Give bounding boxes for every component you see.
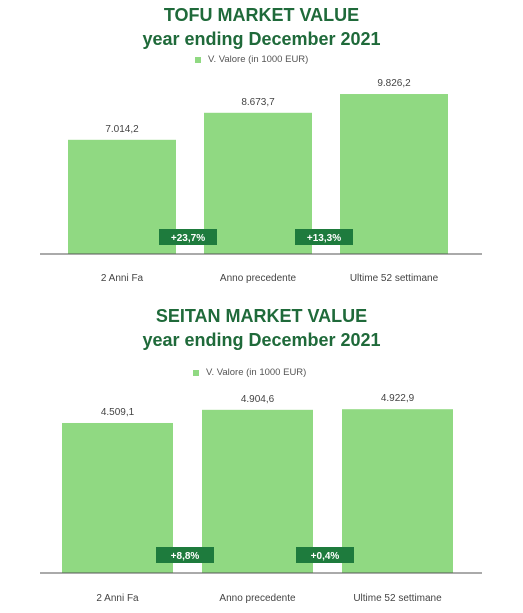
chart-title-seitan: SEITAN MARKET VALUE — [155, 306, 368, 326]
change-badge-label-1: +23,7% — [171, 233, 205, 244]
value-label-1: 4.509,1 — [101, 407, 135, 418]
category-label-3: Ultime 52 settimane — [350, 273, 439, 284]
bar-2 — [204, 112, 312, 254]
bar-1 — [68, 139, 176, 254]
category-label-1: 2 Anni Fa — [96, 593, 139, 604]
chart-subtitle-seitan: year ending December 2021 — [142, 330, 381, 350]
seitan-bar-chart: 4.509,1 2 Anni Fa 4.904,6 Anno precedente 4.… — [40, 393, 482, 604]
bar-1 — [62, 422, 173, 573]
value-label-3: 9.826,2 — [377, 78, 411, 89]
category-label-3: Ultime 52 settimane — [353, 593, 442, 604]
change-badge-1 — [159, 229, 217, 245]
legend-seitan: V. Valore (in 1000 EUR) — [193, 367, 306, 378]
category-label-1: 2 Anni Fa — [101, 273, 144, 284]
value-label-3: 4.922,9 — [381, 393, 415, 404]
chart-title-tofu: TOFU MARKET VALUE — [163, 5, 360, 25]
legend-swatch — [193, 369, 199, 376]
value-label-1: 7.014,2 — [105, 124, 139, 135]
bar-3 — [340, 94, 448, 254]
category-label-2: Anno precedente — [219, 593, 296, 604]
tofu-bar-chart: 7.014,2 2 Anni Fa 8.673,7 Anno precedente 9.… — [40, 78, 482, 284]
category-label-2: Anno precedente — [220, 273, 297, 284]
change-badge-1 — [156, 547, 214, 563]
change-badge-2 — [295, 229, 353, 245]
bar-3 — [342, 409, 453, 573]
chart-subtitle-tofu: year ending December 2021 — [142, 29, 381, 49]
change-badge-label-2: +0,4% — [311, 551, 340, 562]
value-label-2: 8.673,7 — [241, 97, 275, 108]
legend-label: V. Valore (in 1000 EUR) — [208, 54, 309, 65]
change-badge-2 — [296, 547, 354, 563]
change-badge-label-1: +8,8% — [171, 551, 200, 562]
legend-label: V. Valore (in 1000 EUR) — [206, 367, 307, 378]
value-label-2: 4.904,6 — [241, 394, 275, 405]
legend-swatch — [195, 56, 201, 63]
bar-2 — [202, 409, 313, 573]
change-badge-label-2: +13,3% — [307, 233, 341, 244]
legend-tofu: V. Valore (in 1000 EUR) — [195, 54, 308, 65]
